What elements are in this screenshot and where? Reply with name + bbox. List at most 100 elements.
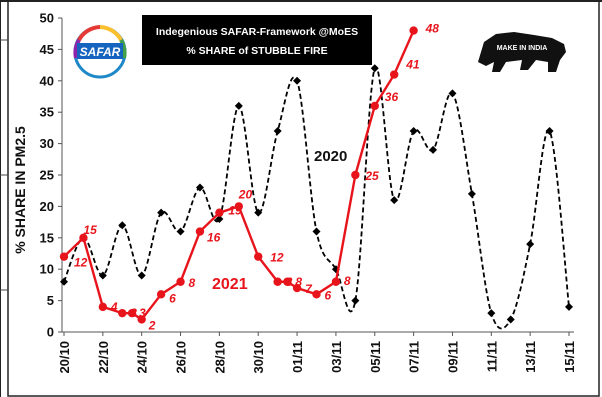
series-2021-data-label: 4 bbox=[110, 300, 118, 314]
x-tick-label: 03/11 bbox=[329, 341, 344, 373]
chart-subtitle: % SHARE of STUBBLE FIRE bbox=[186, 45, 327, 57]
x-tick-label: 28/10 bbox=[212, 341, 227, 374]
series-2020-point bbox=[370, 64, 379, 73]
series-2021-point bbox=[351, 170, 360, 180]
series-2021-point bbox=[137, 315, 146, 324]
series-2020-point bbox=[351, 296, 360, 305]
series-2021-data-label: 6 bbox=[169, 291, 176, 305]
series-2021 bbox=[59, 26, 418, 324]
y-tick-label: 40 bbox=[40, 73, 54, 88]
x-tick-label: 22/10 bbox=[96, 341, 111, 374]
y-tick-label: 35 bbox=[40, 105, 54, 120]
series-2021-data-label: 16 bbox=[207, 231, 221, 245]
series-2021-point bbox=[331, 277, 341, 286]
series-2021-label: 2021 bbox=[212, 276, 248, 293]
chart-title: Indegenious SAFAR-Framework @MoES bbox=[156, 26, 358, 38]
series-2021-data-label: 8 bbox=[286, 275, 293, 289]
series-2021-data-label: 8 bbox=[344, 274, 351, 288]
series-2020-point bbox=[157, 208, 166, 217]
series-2021-data-label: 15 bbox=[83, 223, 97, 237]
series-2021-point bbox=[195, 227, 205, 236]
series-2020-point bbox=[545, 127, 554, 136]
make-in-india-logo: MAKE IN INDIA bbox=[478, 32, 566, 72]
series-2021-data-label: 41 bbox=[405, 58, 420, 72]
series-2020-point bbox=[98, 271, 107, 280]
safar-logo-text: SAFAR bbox=[80, 45, 121, 59]
series-2020-label: 2020 bbox=[314, 148, 347, 165]
series-2021-point bbox=[118, 308, 127, 318]
series-2021-point bbox=[176, 277, 185, 286]
series-2020-point bbox=[118, 221, 127, 230]
series-2021-data-label: 3 bbox=[139, 306, 146, 320]
series-2021-point bbox=[273, 277, 282, 286]
series-2020-point bbox=[273, 127, 282, 136]
series-2020-point bbox=[215, 214, 224, 223]
series-2021-point bbox=[156, 290, 166, 299]
series-2020-point bbox=[409, 127, 418, 136]
series-2020-point bbox=[467, 189, 476, 198]
series-2021-point bbox=[312, 290, 321, 299]
series-2021-data-label: 20 bbox=[238, 187, 253, 201]
series-2020-point bbox=[176, 227, 185, 236]
x-tick-label: 30/10 bbox=[251, 341, 266, 374]
series-2020 bbox=[60, 64, 573, 330]
y-tick-label: 5 bbox=[47, 293, 54, 308]
series-2021-data-label: 7 bbox=[305, 282, 313, 296]
y-tick-labels: 0 5 10 15 20 25 30 35 40 45 50 bbox=[40, 11, 62, 340]
y-tick-label: 30 bbox=[40, 136, 54, 151]
y-axis-label: % SHARE IN PM2.5 bbox=[12, 126, 28, 254]
series-2020-point bbox=[429, 145, 438, 154]
x-tick-label: 26/10 bbox=[174, 341, 189, 374]
series-2021-data-label: 8 bbox=[295, 275, 302, 289]
series-2021-data-label: 8 bbox=[189, 276, 196, 290]
series-2021-point bbox=[389, 70, 399, 79]
series-2021-point bbox=[79, 233, 88, 242]
y-tick-label: 45 bbox=[40, 42, 54, 57]
x-tick-labels: 20/10 22/10 24/10 26/10 28/10 30/10 01/11 03/11… bbox=[57, 332, 577, 374]
series-2020-point bbox=[195, 183, 204, 192]
series-2021-point bbox=[254, 252, 263, 261]
series-2021-data-label: 12 bbox=[74, 256, 88, 270]
series-2020-point bbox=[137, 271, 146, 280]
x-tick-label: 13/11 bbox=[523, 341, 538, 373]
y-tick-label: 10 bbox=[40, 262, 54, 277]
series-2020-point bbox=[448, 89, 457, 98]
series-2021-data-label: 3 bbox=[130, 306, 137, 320]
make-in-india-text: MAKE IN INDIA bbox=[497, 45, 548, 52]
series-2020-point bbox=[526, 240, 535, 249]
series-2020-point bbox=[60, 277, 68, 286]
series-2021-data-label: 12 bbox=[270, 251, 284, 265]
y-tick-label: 20 bbox=[40, 199, 54, 214]
series-2021-data-label: 48 bbox=[425, 22, 440, 36]
series-2020-point bbox=[234, 101, 243, 110]
series-2020-point bbox=[390, 196, 399, 205]
series-2021-data-label: 6 bbox=[325, 288, 332, 302]
x-tick-label: 15/11 bbox=[562, 341, 577, 373]
series-2020-point bbox=[506, 315, 515, 324]
series-2021-data-label: 25 bbox=[364, 169, 379, 183]
x-tick-label: 05/11 bbox=[368, 341, 383, 373]
y-tick-label: 25 bbox=[40, 168, 54, 183]
series-2021-data-label: 2 bbox=[148, 318, 156, 332]
x-tick-label: 24/10 bbox=[135, 341, 150, 374]
series-2020-point bbox=[312, 227, 321, 236]
x-tick-label: 20/10 bbox=[57, 341, 72, 374]
series-2021-point bbox=[292, 283, 302, 293]
y-tick-label: 0 bbox=[47, 325, 54, 340]
x-tick-label: 11/11 bbox=[484, 341, 499, 372]
series-2021-point bbox=[234, 202, 244, 211]
series-2021-data-label: 36 bbox=[385, 90, 399, 104]
series-2021-data-label: 19 bbox=[228, 204, 242, 218]
x-tick-label: 07/11 bbox=[407, 341, 422, 373]
y-tick-label: 15 bbox=[40, 230, 54, 245]
series-2021-point bbox=[127, 308, 137, 318]
y-tick-label: 50 bbox=[40, 11, 54, 26]
series-2021-point bbox=[215, 208, 224, 217]
safar-logo: SAFAR bbox=[73, 25, 127, 79]
series-2020-point bbox=[565, 302, 573, 311]
series-2021-point bbox=[283, 277, 292, 286]
series-2021-point bbox=[98, 302, 108, 312]
series-2021-point bbox=[409, 26, 418, 35]
